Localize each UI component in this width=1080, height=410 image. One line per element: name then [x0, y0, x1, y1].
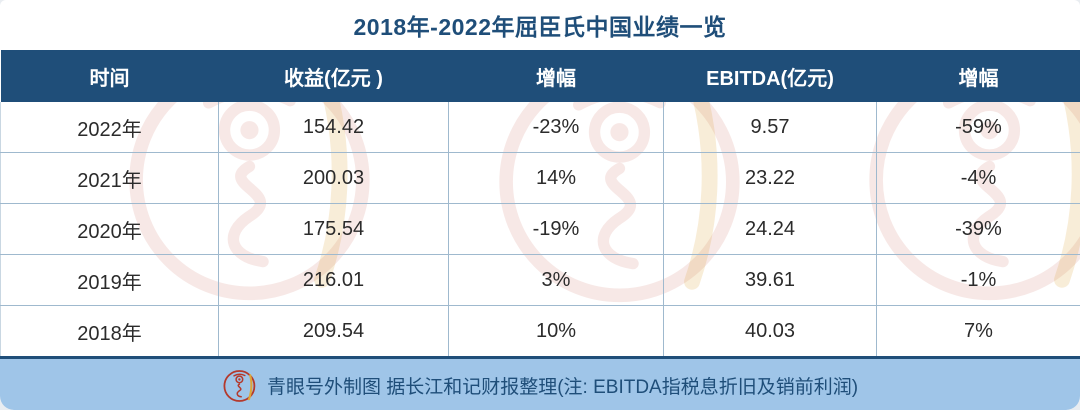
cell-revenue-growth: 3% — [448, 254, 664, 306]
col-header-time: 时间 — [0, 50, 219, 102]
performance-table: 时间 收益(亿元 ) 增幅 EBITDA(亿元) 增幅 2022年 154.42… — [0, 50, 1080, 359]
cell-revenue: 209.54 — [218, 305, 449, 359]
cell-revenue: 200.03 — [218, 152, 449, 204]
cell-ebitda: 39.61 — [663, 254, 877, 306]
cell-revenue-growth: 10% — [448, 305, 664, 359]
cell-year: 2020年 — [0, 203, 219, 255]
cell-ebitda: 23.22 — [663, 152, 877, 204]
cell-revenue-growth: -19% — [448, 203, 664, 255]
cell-year: 2022年 — [0, 102, 219, 153]
table-row-2020: 2020年 175.54 -19% 24.24 -39% — [0, 203, 1080, 255]
cell-year: 2018年 — [0, 305, 219, 359]
footer-bar: 青眼号外制图 据长江和记财报整理(注: EBITDA指税息折旧及销前利润) — [0, 359, 1080, 410]
col-header-ebitda-growth: 增幅 — [876, 50, 1080, 102]
table-body-area: 时间 收益(亿元 ) 增幅 EBITDA(亿元) 增幅 2022年 154.42… — [0, 50, 1080, 359]
cell-ebitda-growth: -4% — [876, 152, 1080, 204]
cell-ebitda: 40.03 — [663, 305, 877, 359]
qingyan-seal-icon — [222, 368, 258, 404]
cell-ebitda: 24.24 — [663, 203, 877, 255]
table-row-2018: 2018年 209.54 10% 40.03 7% — [0, 305, 1080, 359]
col-header-revenue-growth: 增幅 — [448, 50, 664, 102]
cell-revenue-growth: 14% — [448, 152, 664, 204]
footer-note: 青眼号外制图 据长江和记财报整理(注: EBITDA指税息折旧及销前利润) — [266, 377, 859, 398]
cell-revenue-growth: -23% — [448, 102, 664, 153]
cell-ebitda-growth: -39% — [876, 203, 1080, 255]
cell-ebitda-growth: 7% — [876, 305, 1080, 359]
cell-revenue: 175.54 — [218, 203, 449, 255]
col-header-ebitda: EBITDA(亿元) — [663, 50, 877, 102]
page-title: 2018年-2022年屈臣氏中国业绩一览 — [353, 14, 727, 40]
cell-ebitda-growth: -1% — [876, 254, 1080, 306]
cell-ebitda-growth: -59% — [876, 102, 1080, 153]
cell-year: 2021年 — [0, 152, 219, 204]
table-row-2022: 2022年 154.42 -23% 9.57 -59% — [0, 102, 1080, 153]
table-row-2019: 2019年 216.01 3% 39.61 -1% — [0, 254, 1080, 306]
table-row-2021: 2021年 200.03 14% 23.22 -4% — [0, 152, 1080, 204]
header-row: 时间 收益(亿元 ) 增幅 EBITDA(亿元) 增幅 — [0, 50, 1080, 102]
cell-year: 2019年 — [0, 254, 219, 306]
cell-ebitda: 9.57 — [663, 102, 877, 153]
cell-revenue: 216.01 — [218, 254, 449, 306]
col-header-revenue: 收益(亿元 ) — [218, 50, 449, 102]
cell-revenue: 154.42 — [218, 102, 449, 153]
